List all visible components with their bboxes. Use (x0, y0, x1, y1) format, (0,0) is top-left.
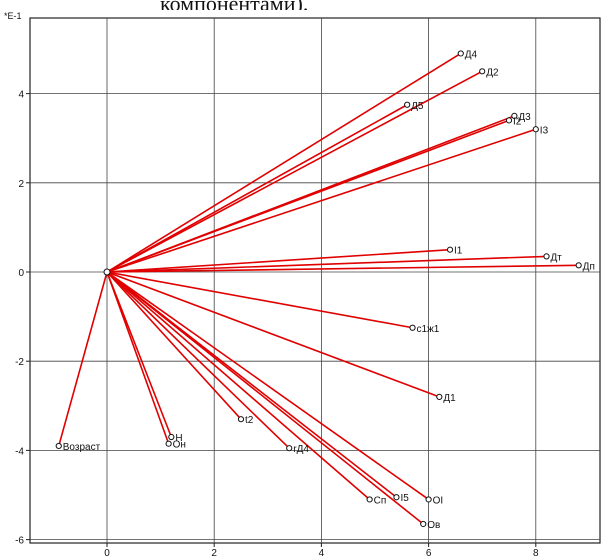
point-marker-2 (404, 101, 411, 108)
point-marker-16 (366, 496, 373, 503)
point-label-17: I5 (400, 493, 409, 504)
point-label-3: Д3 (518, 112, 531, 123)
vector-line-11 (57, 271, 108, 447)
point-marker-11 (55, 442, 62, 450)
grid-lines (30, 18, 600, 543)
plot-border (29, 17, 601, 544)
vector-line-5 (106, 128, 537, 273)
point-marker-10 (436, 393, 443, 400)
point-label-6: I1 (454, 246, 463, 257)
x-tick-label-0: 0 (104, 548, 110, 558)
point-label-10: Д1 (443, 393, 456, 404)
y-tick-label-5: -6 (15, 536, 24, 547)
y-tick-label-1: 2 (18, 179, 24, 190)
point-marker-7 (543, 253, 550, 260)
point-marker-15 (286, 445, 293, 452)
vector-line-16 (106, 271, 371, 501)
point-label-11: Возраст (63, 442, 101, 453)
vector-line-18 (106, 271, 430, 501)
point-label-15: rД4 (293, 444, 309, 455)
biplot-chart: 0 2 4 6 8 4 2 0 -2 -4 -6 Д4 Д2 Д5 Д3 I2 I3 I1 Дт Дп c1ж1 Д1 В… (0, 10, 610, 558)
point-marker-19 (420, 520, 427, 528)
plot-area (29, 17, 601, 544)
y-tick-label-0: 4 (18, 90, 24, 101)
x-tick-label-2: 4 (319, 548, 325, 558)
tick-labels: 0 2 4 6 8 4 2 0 -2 -4 -6 (15, 90, 539, 558)
vector-line-10 (106, 271, 440, 398)
point-marker-13 (165, 440, 172, 447)
vector-line-2 (106, 104, 408, 273)
point-label-1: Д2 (486, 67, 499, 78)
vector-lines (57, 52, 579, 525)
vector-line-4 (106, 119, 510, 273)
x-tick-label-1: 2 (211, 548, 217, 558)
point-label-13: Он (173, 440, 186, 451)
point-label-2: Д5 (411, 101, 424, 112)
axis-exponent-label: *E-1 (4, 11, 22, 21)
vector-line-6 (106, 248, 451, 273)
point-marker-4 (505, 117, 513, 124)
point-label-4: I2 (513, 116, 522, 127)
point-label-12: H (175, 433, 182, 444)
point-label-16: Сп (374, 495, 387, 506)
vector-line-19 (106, 271, 424, 525)
y-tick-label-2: 0 (18, 268, 24, 279)
y-tick-label-3: -2 (15, 357, 24, 368)
point-marker-6 (446, 246, 454, 253)
point-marker-1 (479, 68, 486, 75)
point-label-5: I3 (540, 125, 549, 136)
point-label-7: Дт (551, 252, 563, 263)
x-tick-label-3: 6 (426, 548, 432, 558)
x-tick-label-4: 8 (533, 548, 539, 558)
point-marker-14 (237, 416, 245, 423)
vector-line-1 (106, 70, 483, 273)
vector-line-14 (106, 271, 242, 420)
point-marker-8 (575, 262, 582, 269)
vector-line-0 (106, 52, 462, 273)
point-label-19: Ов (427, 520, 440, 531)
vector-line-7 (106, 255, 547, 273)
point-label-0: Д4 (465, 49, 478, 60)
y-tick-label-4: -4 (15, 446, 24, 457)
point-label-14: t2 (245, 415, 254, 426)
vector-line-13 (106, 271, 170, 444)
point-marker-17 (393, 494, 400, 501)
point-marker-5 (532, 126, 539, 133)
point-label-18: OI (433, 495, 444, 506)
point-label-8: Дп (583, 261, 595, 272)
vector-line-15 (106, 271, 290, 449)
point-marker-0 (457, 50, 464, 57)
origin-marker (103, 268, 111, 276)
point-marker-12 (168, 433, 175, 441)
point-marker-9 (409, 324, 416, 331)
vector-line-9 (106, 271, 413, 329)
vector-line-8 (106, 264, 579, 273)
point-marker-3 (511, 112, 518, 120)
point-marker-18 (425, 496, 432, 503)
point-label-9: c1ж1 (417, 324, 440, 335)
